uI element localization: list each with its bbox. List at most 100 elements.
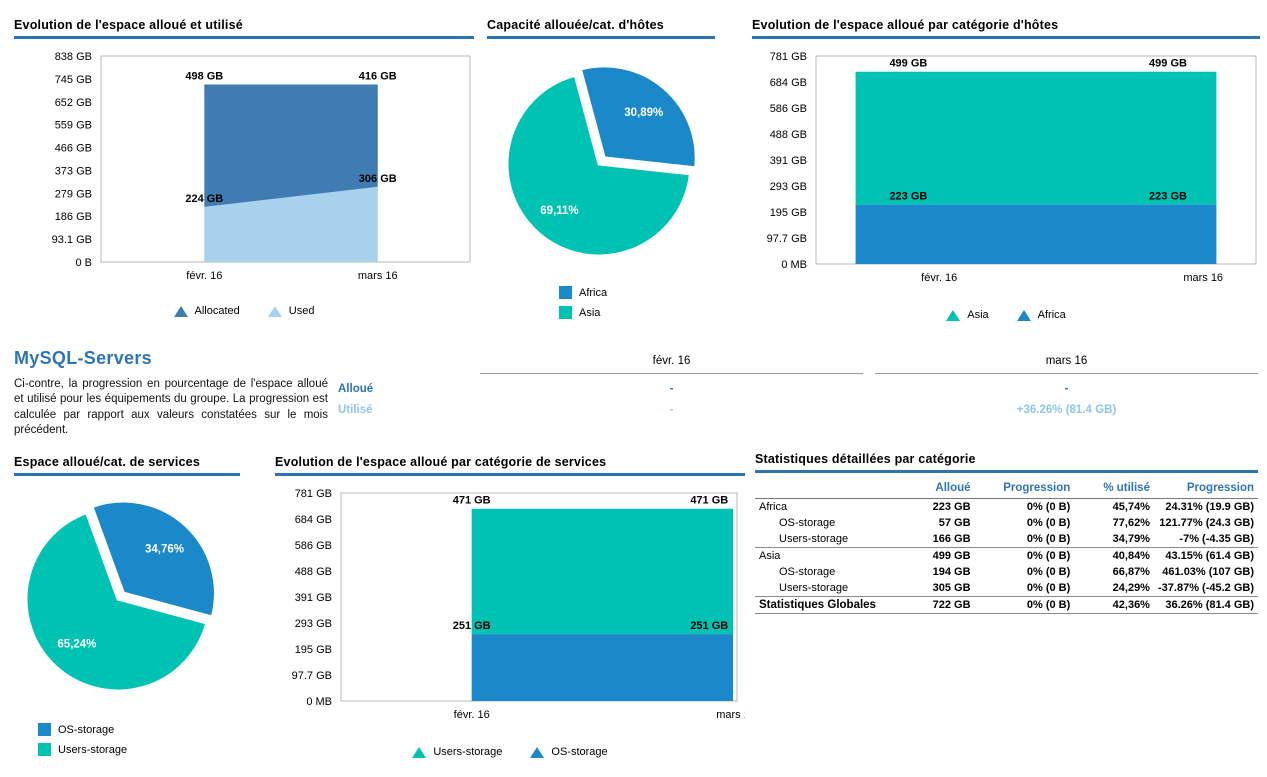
y-axis-tick: 466 GB (55, 143, 92, 155)
comparison-value: - (669, 383, 674, 395)
y-axis-tick: 195 GB (295, 644, 332, 656)
stats-value: 722 GB (902, 596, 975, 614)
y-axis-tick: 559 GB (55, 120, 92, 132)
y-axis-tick: 745 GB (55, 74, 92, 86)
stats-value: 499 GB (932, 550, 971, 562)
chart-title-hosts-pie: Capacité allouée/cat. d'hôtes (487, 18, 715, 39)
stats-header: Progression (974, 479, 1075, 499)
data-label: 223 GB (1149, 191, 1187, 203)
y-axis-tick: 293 GB (770, 181, 807, 193)
stats-header: Alloué (902, 479, 975, 499)
area-chart-canvas-allocated-used[interactable]: 838 GB 745 GB 652 GB 559 GB 466 GB 373 GB 279 … (14, 42, 474, 300)
y-axis-tick: 488 GB (295, 566, 332, 578)
legend-label: Users-storage (433, 746, 503, 758)
data-label: 416 GB (359, 71, 397, 83)
x-axis-category: févr. 16 (454, 709, 490, 721)
stats-row-label: Users-storage (755, 531, 903, 548)
chart-title-hosts-area: Evolution de l'espace alloué par catégor… (752, 18, 1260, 39)
stats-value: 34,79% (1074, 531, 1154, 548)
x-axis-category: mars 16 (1183, 272, 1223, 284)
pie-slice-label: 34,76% (145, 543, 184, 555)
legend-item-os-storage[interactable]: OS-storage (38, 723, 114, 736)
chart-block-services-pie: Espace alloué/cat. de services 34,76% 65,… (14, 455, 240, 756)
stats-value: 66,87% (1112, 566, 1150, 578)
area-series-Asia[interactable] (855, 71, 1217, 205)
chart-block-services-area: Evolution de l'espace alloué par catégor… (275, 455, 745, 758)
legend-item-users-storage[interactable]: Users-storage (412, 746, 502, 758)
pie-slice-Users-storage[interactable] (24, 510, 209, 693)
y-axis-tick: 684 GB (770, 77, 807, 89)
pie-chart-canvas-services[interactable]: 34,76% 65,24% (14, 479, 240, 715)
pie-chart-canvas-hosts[interactable]: 30,89% 69,11% (487, 42, 715, 278)
stats-title: Statistiques détaillées par catégorie (755, 452, 1258, 473)
monthly-comparison-table: févr. 16 mars 16 Alloué - - Utilisé - +36.26% (… (338, 352, 1258, 416)
comparison-column-header: févr. 16 (480, 352, 863, 374)
data-label: 471 GB (453, 495, 491, 507)
stats-row: OS-storage 194 GB 0% (0 B) 66,87% 461.03% (1… (755, 564, 1258, 580)
area-series-icon (530, 746, 545, 758)
stats-row-label: Users-storage (755, 580, 903, 597)
legend-item-africa[interactable]: Africa (559, 286, 607, 299)
area-series-Users-storage[interactable] (471, 508, 734, 635)
y-axis-tick: 373 GB (55, 165, 92, 177)
comparison-value: +36.26% (81.4 GB) (1016, 404, 1117, 416)
area-series-Allocated[interactable] (204, 84, 378, 207)
pie-slice-label: 69,11% (540, 205, 578, 217)
chart-title-services-area: Evolution de l'espace alloué par catégor… (275, 455, 745, 476)
data-label: 251 GB (453, 620, 491, 632)
area-series-OS-storage[interactable] (471, 634, 734, 701)
stats-value: 0% (0 B) (974, 596, 1075, 614)
stats-value: 45,74% (1112, 501, 1150, 513)
y-axis-tick: 391 GB (770, 155, 807, 167)
stats-value: 0% (0 B) (974, 531, 1075, 548)
stats-value: 40,84% (1112, 550, 1150, 562)
area-series-icon (946, 309, 961, 321)
legend-item-asia[interactable]: Asia (946, 309, 989, 321)
monthly-comparison-grid: févr. 16 mars 16 Alloué - - Utilisé - +36.26% (… (338, 352, 1258, 416)
y-axis-tick: 186 GB (55, 211, 92, 223)
chart-legend-services-pie: OS-storage Users-storage (38, 723, 240, 756)
section-heading: MySQL-Servers (14, 348, 152, 368)
stats-value: -37.87% (-45.2 GB) (1153, 580, 1258, 597)
legend-label: Used (288, 305, 315, 317)
legend-item-users-storage[interactable]: Users-storage (38, 743, 127, 756)
pie-slice-Asia[interactable] (505, 73, 693, 258)
legend-item-os-storage[interactable]: OS-storage (530, 746, 608, 758)
pie-slice-Africa[interactable] (578, 64, 698, 170)
area-chart-canvas-hosts[interactable]: 781 GB 684 GB 586 GB 488 GB 391 GB 293 GB 195 … (752, 42, 1260, 304)
stats-value: 0% (0 B) (1026, 501, 1071, 513)
stats-value: 166 GB (902, 531, 975, 548)
y-axis-tick: 0 MB (781, 259, 807, 271)
chart-legend-hosts-area: Asia Africa (752, 309, 1260, 321)
y-axis-tick: 93.1 GB (52, 234, 92, 246)
pie-slice-OS-storage[interactable] (90, 499, 217, 619)
area-chart-canvas-services[interactable]: 781 GB 684 GB 586 GB 488 GB 391 GB 293 GB 195 … (275, 479, 745, 741)
stats-value: 0% (0 B) (974, 580, 1075, 597)
data-label: 223 GB (889, 191, 927, 203)
section-description: Ci-contre, la progression en pourcentage… (14, 378, 328, 437)
stats-row: Africa 223 GB 0% (0 B) 45,74% 24.31% (19.9 G… (755, 499, 1258, 516)
pie-series-icon (38, 723, 51, 736)
legend-item-used[interactable]: Used (267, 305, 315, 317)
pie-series-icon (559, 286, 572, 299)
data-label: 251 GB (690, 620, 728, 632)
stats-section: Statistiques détaillées par catégorie Al… (755, 452, 1258, 614)
legend-item-africa[interactable]: Africa (1016, 309, 1066, 321)
legend-item-asia[interactable]: Asia (559, 306, 600, 319)
y-axis-tick: 0 B (75, 257, 92, 269)
comparison-column-header: mars 16 (875, 352, 1258, 374)
area-series-Africa[interactable] (855, 204, 1217, 264)
pie-slice-label: 65,24% (57, 639, 96, 651)
stats-row: Asia 499 GB 0% (0 B) 40,84% 43.15% (61.4 GB) (755, 548, 1258, 565)
area-series-icon (412, 746, 427, 758)
y-axis-tick: 781 GB (770, 51, 807, 63)
y-axis-tick: 781 GB (295, 488, 332, 500)
data-label: 499 GB (889, 58, 927, 70)
stats-header: Progression (1153, 479, 1258, 499)
stats-value: 121.77% (24.3 GB) (1159, 517, 1254, 529)
chart-legend-services-area: Users-storage OS-storage (275, 746, 745, 758)
legend-item-allocated[interactable]: Allocated (173, 305, 240, 317)
area-series-Used[interactable] (204, 186, 378, 262)
legend-label: Allocated (194, 305, 240, 317)
stats-row: Users-storage 305 GB 0% (0 B) 24,29% -37.87%… (755, 580, 1258, 597)
